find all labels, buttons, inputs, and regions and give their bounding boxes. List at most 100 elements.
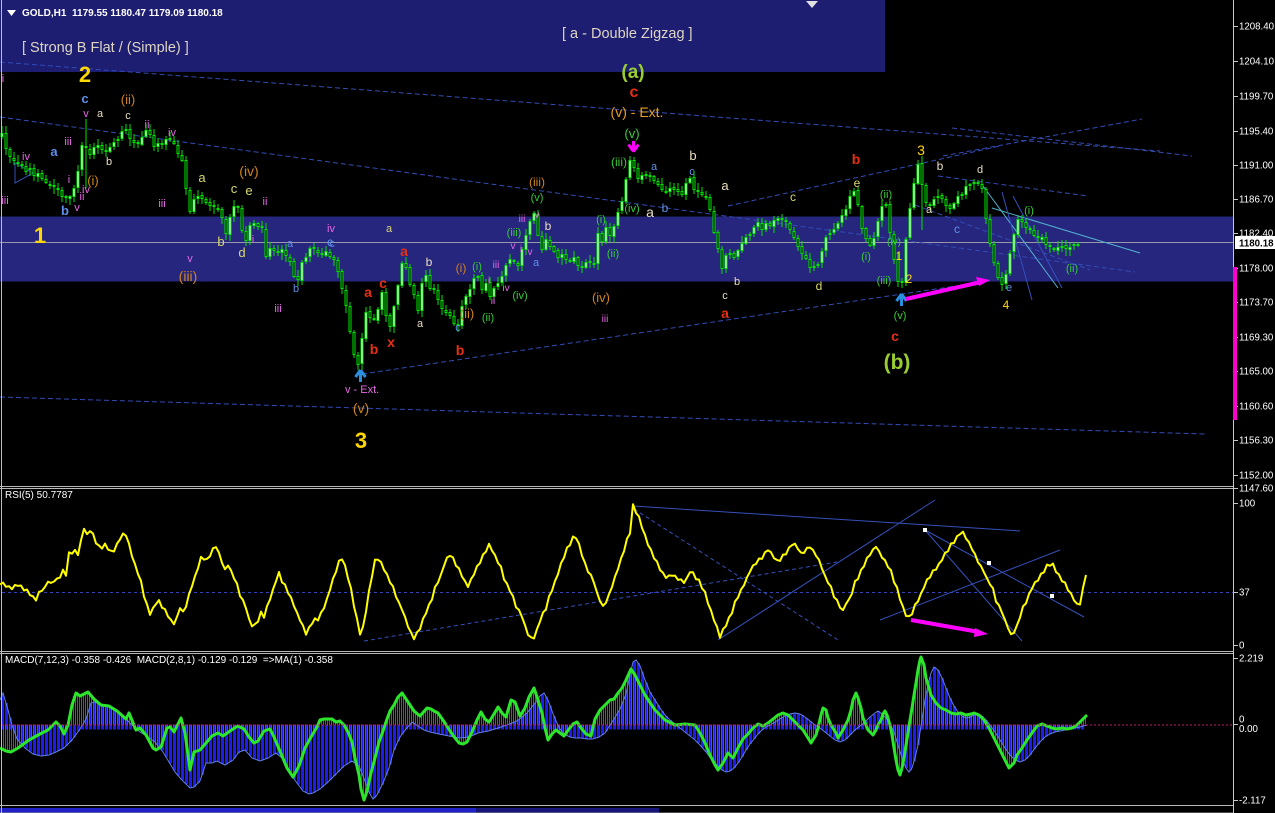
svg-text:1195.40: 1195.40 — [1239, 127, 1274, 138]
svg-text:(iv): (iv) — [887, 237, 901, 248]
svg-text:iii: iii — [64, 136, 71, 148]
svg-text:iv: iv — [327, 223, 335, 235]
svg-text:a: a — [50, 144, 58, 159]
svg-text:c: c — [722, 290, 728, 302]
svg-text:(v): (v) — [531, 192, 544, 204]
svg-text:b: b — [689, 148, 696, 163]
svg-text:a: a — [651, 161, 658, 173]
svg-text:b: b — [426, 255, 433, 269]
svg-text:MACD(7,12,3) -0.358 -0.426 MA: MACD(7,12,3) -0.358 -0.426 MACD(2,8,1) -… — [5, 655, 333, 666]
svg-text:ii: ii — [491, 296, 495, 307]
svg-text:(iii): (iii) — [611, 155, 627, 169]
svg-text:1152.00: 1152.00 — [1239, 471, 1274, 482]
svg-text:(i): (i) — [1024, 205, 1034, 217]
svg-text:2: 2 — [79, 62, 91, 87]
svg-text:(v) - Ext.: (v) - Ext. — [611, 104, 664, 120]
svg-text:(i): (i) — [596, 214, 606, 226]
svg-text:v: v — [187, 253, 193, 265]
svg-text:v: v — [528, 247, 533, 258]
svg-text:v: v — [83, 108, 89, 120]
svg-text:a: a — [386, 223, 393, 235]
svg-text:1180.18: 1180.18 — [1239, 239, 1274, 250]
svg-text:c: c — [630, 84, 639, 101]
svg-text:x: x — [387, 334, 395, 350]
svg-text:iii: iii — [274, 303, 281, 315]
svg-text:iii: iii — [519, 214, 526, 225]
svg-text:iv: iv — [168, 127, 176, 139]
svg-text:37: 37 — [1239, 588, 1250, 599]
svg-text:i: i — [252, 234, 254, 246]
svg-text:[ Strong B Flat / (Simple) ]: [ Strong B Flat / (Simple) ] — [22, 40, 189, 56]
svg-text:1173.70: 1173.70 — [1239, 298, 1274, 309]
svg-text:c: c — [689, 166, 695, 178]
svg-text:1204.10: 1204.10 — [1239, 57, 1275, 68]
svg-text:1165.00: 1165.00 — [1239, 367, 1274, 378]
svg-text:a: a — [364, 284, 372, 300]
svg-text:4: 4 — [1003, 298, 1010, 312]
svg-text:1186.70: 1186.70 — [1239, 195, 1274, 206]
svg-text:i: i — [2, 73, 4, 85]
svg-text:GOLD,H1 1179.55 1180.47 1179.: GOLD,H1 1179.55 1180.47 1179.09 1180.18 — [22, 8, 223, 19]
svg-text:(iv): (iv) — [512, 290, 527, 302]
svg-text:(ii): (ii) — [880, 189, 892, 201]
svg-text:e: e — [854, 176, 861, 190]
svg-text:e: e — [245, 183, 252, 198]
svg-text:(i): (i) — [87, 173, 99, 188]
svg-text:3: 3 — [917, 142, 925, 158]
svg-text:c: c — [891, 328, 899, 344]
svg-text:i: i — [520, 244, 522, 255]
svg-text:(v): (v) — [894, 310, 907, 322]
svg-text:v: v — [511, 241, 516, 252]
svg-text:1182.40: 1182.40 — [1239, 229, 1274, 240]
svg-text:(ii): (ii) — [460, 306, 474, 321]
svg-text:1199.70: 1199.70 — [1239, 92, 1274, 103]
svg-text:b: b — [293, 283, 299, 295]
svg-text:a: a — [417, 318, 424, 330]
svg-text:ii: ii — [145, 119, 150, 131]
svg-text:c: c — [954, 222, 960, 236]
svg-text:a: a — [926, 204, 933, 216]
svg-text:iii: iii — [158, 198, 165, 210]
svg-text:b: b — [106, 156, 112, 168]
svg-text:c: c — [790, 190, 796, 204]
svg-text:1147.60: 1147.60 — [1239, 484, 1274, 495]
svg-text:c: c — [379, 275, 387, 291]
svg-text:v: v — [535, 210, 540, 221]
svg-text:0: 0 — [1239, 715, 1245, 726]
svg-text:0.00: 0.00 — [1239, 724, 1258, 735]
svg-text:b: b — [852, 151, 861, 167]
svg-text:(iii): (iii) — [529, 175, 545, 189]
svg-text:c: c — [329, 238, 335, 250]
svg-text:b: b — [61, 203, 69, 218]
svg-text:[ a - Double Zigzag ]: [ a - Double Zigzag ] — [562, 26, 693, 42]
svg-text:100: 100 — [1239, 499, 1256, 510]
svg-text:b: b — [937, 159, 944, 173]
svg-text:1178.00: 1178.00 — [1239, 264, 1274, 275]
svg-text:a: a — [287, 238, 294, 250]
svg-text:(ii): (ii) — [482, 312, 494, 324]
svg-text:(iii): (iii) — [179, 268, 198, 284]
svg-text:c: c — [327, 235, 333, 249]
svg-text:c: c — [231, 181, 238, 196]
svg-text:b: b — [370, 341, 379, 357]
svg-text:d: d — [816, 279, 823, 293]
svg-text:a: a — [721, 305, 729, 321]
svg-text:iii: iii — [1, 195, 8, 207]
svg-text:RSI(5) 50.7787: RSI(5) 50.7787 — [5, 490, 73, 501]
svg-text:2: 2 — [906, 272, 913, 286]
svg-text:c: c — [455, 322, 461, 334]
svg-text:1156.30: 1156.30 — [1239, 436, 1274, 447]
svg-text:(i): (i) — [472, 261, 482, 273]
svg-text:0: 0 — [1239, 641, 1245, 652]
svg-text:a: a — [533, 257, 540, 269]
svg-text:iv: iv — [502, 283, 509, 294]
svg-text:iii: iii — [602, 314, 609, 325]
svg-text:1: 1 — [896, 249, 903, 263]
svg-text:i: i — [488, 276, 490, 287]
svg-text:i: i — [68, 174, 70, 186]
svg-text:c: c — [125, 110, 131, 122]
svg-text:(v): (v) — [624, 126, 639, 141]
svg-text:a: a — [97, 108, 104, 120]
svg-text:(iv): (iv) — [592, 290, 610, 305]
svg-text:ii: ii — [80, 191, 85, 203]
